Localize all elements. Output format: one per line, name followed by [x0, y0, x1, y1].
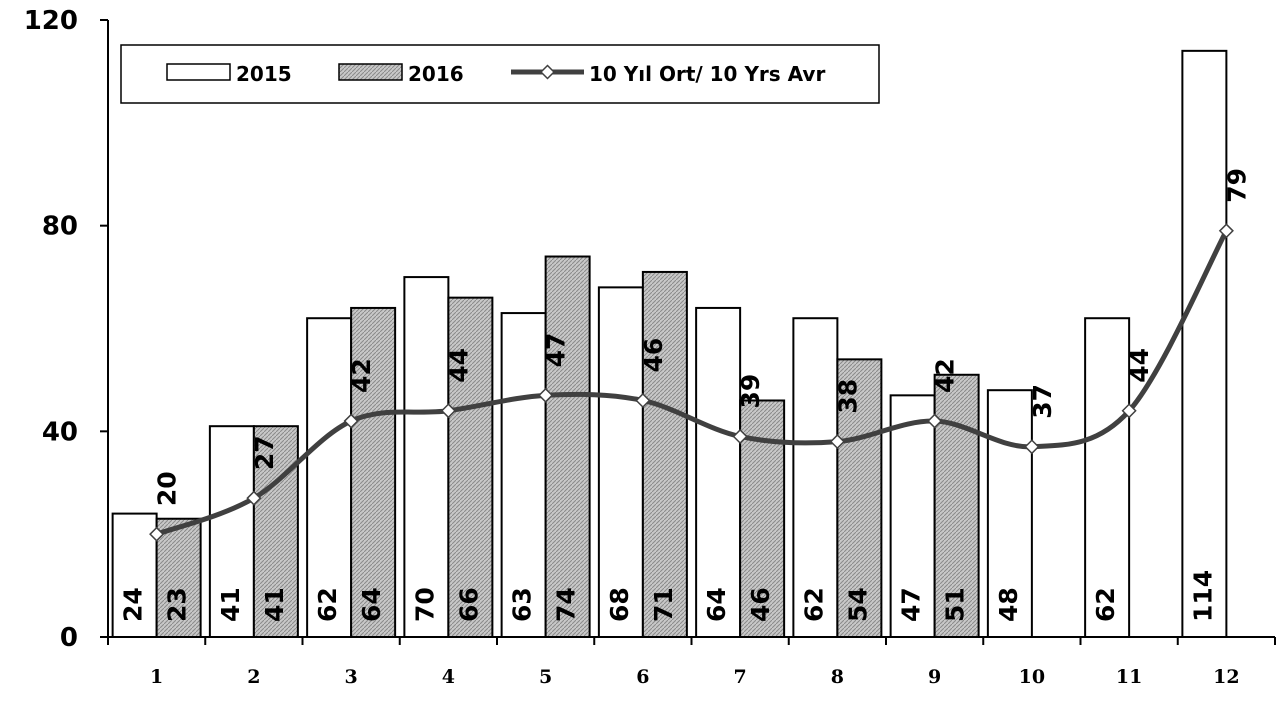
bar-2016 — [836, 358, 883, 638]
label-avg: 47 — [542, 333, 571, 368]
avg-marker — [927, 413, 943, 429]
avg-marker — [732, 428, 748, 445]
avg-marker — [149, 526, 165, 542]
x-tick-label: 10 — [1019, 666, 1045, 688]
y-tick-label: 0 — [60, 623, 78, 653]
x-tick-label: 1 — [150, 666, 163, 688]
x-tick-label: 2 — [247, 666, 260, 688]
legend-avg-marker — [539, 64, 556, 80]
label-2015: 62 — [313, 587, 342, 622]
legend-swatch-2016 — [338, 63, 403, 81]
bar-2016 — [544, 255, 591, 638]
x-tick-label: 4 — [442, 666, 455, 688]
label-2015: 24 — [119, 587, 148, 622]
avg-marker — [635, 392, 651, 409]
legend: 2015 2016 10 Yıl Ort/ 10 Yrs Avr — [120, 44, 880, 104]
x-tick-label: 6 — [636, 666, 649, 688]
label-avg: 79 — [1222, 168, 1251, 203]
x-tick-label: 12 — [1213, 666, 1239, 688]
label-avg: 20 — [153, 471, 182, 506]
x-tick-label: 7 — [734, 666, 747, 688]
label-avg: 42 — [931, 358, 960, 393]
label-2015: 47 — [897, 587, 926, 622]
label-2016: 71 — [649, 587, 678, 622]
avg-marker — [440, 403, 456, 419]
avg-marker — [829, 434, 845, 450]
label-2016: 51 — [941, 587, 970, 622]
label-2016: 74 — [552, 587, 581, 622]
bar-2015 — [986, 389, 1033, 639]
label-2015: 62 — [1091, 587, 1120, 622]
avg-marker — [343, 413, 359, 429]
avg-marker — [538, 387, 554, 403]
avg-marker — [246, 490, 262, 506]
legend-label-2016: 2016 — [408, 62, 464, 86]
bar-2016 — [252, 425, 299, 639]
avg-line-group — [149, 223, 1234, 542]
label-2015: 63 — [508, 587, 537, 622]
avg-marker — [1218, 223, 1234, 239]
bar-2015 — [792, 317, 839, 638]
x-tick-label: 8 — [831, 666, 844, 688]
label-2016: 41 — [260, 587, 289, 622]
label-2016: 64 — [357, 587, 386, 622]
label-2016: 66 — [454, 587, 483, 622]
label-2015: 64 — [702, 587, 731, 622]
avg-marker — [1024, 439, 1040, 455]
label-2015: 62 — [799, 587, 828, 622]
label-avg: 27 — [250, 435, 279, 470]
x-tick-label: 11 — [1116, 666, 1142, 688]
y-tick-label: 120 — [24, 6, 78, 36]
x-tick-label: 3 — [345, 666, 358, 688]
label-avg: 42 — [347, 358, 376, 393]
label-avg: 44 — [444, 348, 473, 383]
bar-2016 — [641, 270, 688, 638]
label-avg: 39 — [736, 374, 765, 409]
x-tick-label: 5 — [539, 666, 552, 688]
label-2016: 46 — [746, 587, 775, 622]
avg-marker — [1121, 403, 1137, 419]
label-avg: 38 — [833, 379, 862, 414]
label-2015: 48 — [994, 587, 1023, 622]
legend-label-avg: 10 Yıl Ort/ 10 Yrs Avr — [589, 62, 825, 86]
bar-2015 — [208, 425, 255, 639]
bar-2015 — [1084, 317, 1131, 638]
label-avg: 46 — [639, 338, 668, 373]
label-avg: 37 — [1028, 384, 1057, 419]
x-tick-label: 9 — [928, 666, 941, 688]
bar-2015 — [597, 286, 644, 638]
legend-box — [120, 44, 880, 104]
label-2015: 41 — [216, 587, 245, 622]
bar-2015 — [1181, 49, 1228, 639]
label-2016: 23 — [163, 587, 192, 622]
y-tick-label: 80 — [42, 212, 78, 242]
label-2015: 68 — [605, 587, 634, 622]
label-2015: 114 — [1188, 570, 1217, 622]
bar-2015 — [403, 276, 450, 638]
legend-swatch-2015 — [166, 63, 231, 81]
legend-label-2015: 2015 — [236, 62, 292, 86]
data-labels: 24 41 62 70 63 68 64 62 47 48 62 114 23 41 64 66 74 71 46 5… — [119, 168, 1252, 622]
bar-2016 — [447, 296, 494, 638]
bar-2016 — [933, 373, 980, 638]
label-2015: 70 — [410, 587, 439, 622]
bars-2016 — [155, 255, 980, 639]
bars-2015 — [111, 49, 1228, 639]
avg-line — [155, 229, 1229, 537]
label-avg: 44 — [1125, 348, 1154, 383]
y-tick-label: 40 — [42, 417, 78, 447]
label-2016: 54 — [843, 587, 872, 622]
